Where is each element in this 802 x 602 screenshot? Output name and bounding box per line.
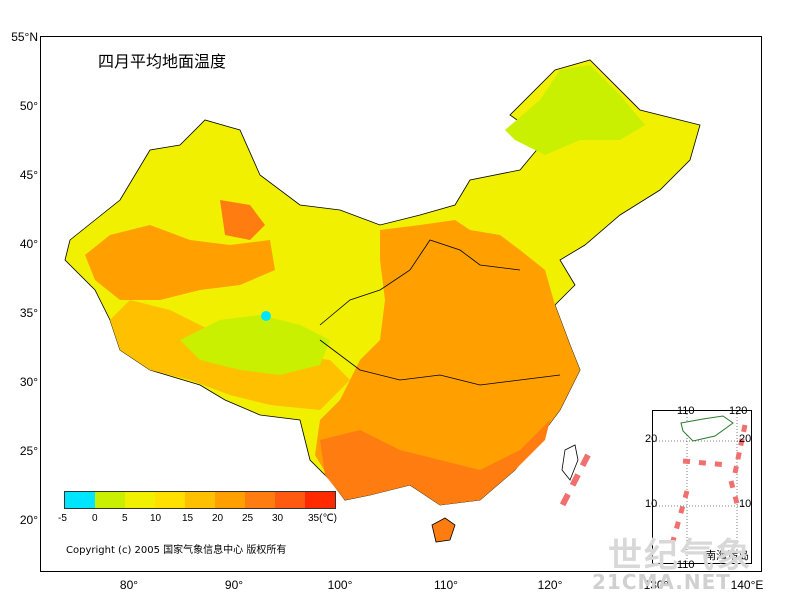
cold-spot bbox=[261, 311, 271, 321]
lon-tick: 120° bbox=[537, 578, 563, 592]
tarim-hot bbox=[220, 200, 265, 240]
taiwan-island bbox=[561, 444, 579, 481]
legend-swatch bbox=[65, 492, 95, 508]
legend-swatch bbox=[305, 492, 335, 508]
legend-swatch bbox=[275, 492, 305, 508]
lat-tick: 45° bbox=[19, 168, 38, 182]
warm-region bbox=[315, 220, 580, 505]
inset-map bbox=[653, 411, 751, 563]
legend-label: 10 bbox=[150, 513, 162, 524]
color-legend bbox=[64, 491, 336, 509]
legend-label: 5 bbox=[122, 513, 128, 524]
copyright-text: Copyright (c) 2005 国家气象信息中心 版权所有 bbox=[66, 545, 287, 556]
lon-tick: 90° bbox=[224, 578, 244, 592]
xinjiang-warm bbox=[85, 225, 275, 300]
legend-label: 15 bbox=[182, 513, 194, 524]
watermark-logo: 世纪气象 bbox=[608, 536, 752, 576]
map-title: 四月平均地面温度 bbox=[98, 52, 227, 71]
lon-tick: 140°E bbox=[730, 578, 764, 592]
legend-label: 20 bbox=[212, 513, 224, 524]
legend-label: 0 bbox=[92, 513, 98, 524]
hainan-island bbox=[431, 517, 456, 543]
lat-tick: 30° bbox=[19, 375, 38, 389]
legend-swatch bbox=[215, 492, 245, 508]
inset-right-label: 10 bbox=[739, 498, 752, 510]
tibet-cold bbox=[180, 315, 330, 375]
legend-label: 25 bbox=[242, 513, 254, 524]
inset-caption: 南海诸岛 bbox=[705, 550, 749, 562]
inset-top-label: 120 bbox=[729, 405, 748, 417]
legend-swatch bbox=[95, 492, 125, 508]
lat-tick: 20° bbox=[19, 513, 38, 527]
inset-top-label: 110 bbox=[677, 405, 695, 417]
inset-lat-label: 20 bbox=[645, 433, 658, 445]
hot-region bbox=[320, 420, 550, 505]
south-china-sea-inset: 110 120 20 10 20 10 南海诸岛 110 bbox=[645, 405, 752, 571]
lon-tick: 130° bbox=[643, 578, 669, 592]
yellow-river bbox=[319, 239, 521, 326]
legend-label: 35(℃) bbox=[308, 513, 338, 524]
northeast-cold bbox=[505, 65, 645, 155]
inset-lat-label: 10 bbox=[645, 498, 658, 510]
lon-tick: 80° bbox=[119, 578, 139, 592]
lon-tick: 110° bbox=[434, 578, 458, 592]
watermark-url: 21CMA.NET bbox=[592, 570, 731, 594]
sea-border-dash bbox=[557, 453, 591, 512]
legend-swatch bbox=[245, 492, 275, 508]
legend-swatch bbox=[125, 492, 155, 508]
lat-tick: 50° bbox=[19, 99, 38, 113]
lon-tick: 100° bbox=[327, 578, 353, 592]
legend-label: -5 bbox=[58, 513, 67, 524]
inset-bottom-label: 110 bbox=[677, 559, 695, 571]
lat-tick: 40° bbox=[19, 237, 38, 251]
legend-label: 30 bbox=[272, 513, 284, 524]
lat-tick: 25° bbox=[19, 444, 38, 458]
legend-swatch bbox=[155, 492, 185, 508]
yangtze-river bbox=[319, 339, 561, 386]
lat-tick: 35° bbox=[19, 306, 38, 320]
inset-right-label: 20 bbox=[739, 433, 752, 445]
legend-swatch bbox=[185, 492, 215, 508]
lat-tick: 55°N bbox=[11, 30, 38, 44]
